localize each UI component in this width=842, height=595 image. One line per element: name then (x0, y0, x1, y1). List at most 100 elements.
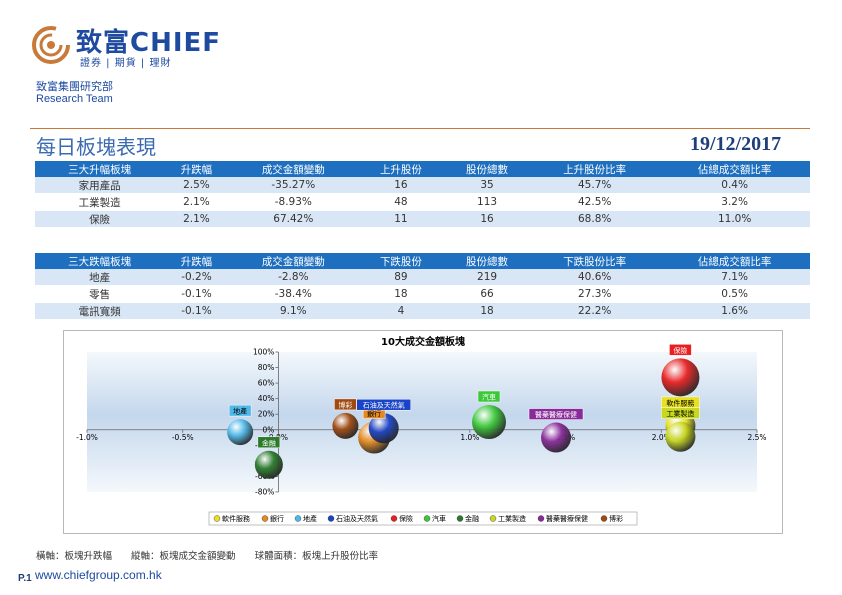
chart-title: 10大成交金額板塊 (381, 335, 465, 348)
table-cell: -0.1% (164, 285, 229, 303)
table-cell: 67.42% (228, 210, 358, 228)
table-cell: 16 (357, 177, 444, 194)
table-cell: -0.1% (164, 302, 229, 320)
table-row: 電訊寬頻 -0.1% 9.1% 4 18 22.2% 1.6% (35, 302, 810, 320)
legend-entry: 工業製造 (498, 514, 526, 523)
data-label-box (661, 407, 700, 419)
table-cell: 11 (357, 210, 444, 228)
table-cell: -8.93% (228, 193, 358, 211)
bubble-point (332, 412, 359, 439)
table-cell: 2.1% (164, 193, 229, 211)
legend-marker (489, 515, 497, 522)
bubble-point (541, 422, 571, 453)
data-label-box (257, 436, 281, 449)
y-tick-label: 0% (263, 425, 275, 434)
table-row: 零售 -0.1% -38.4% 18 66 27.3% 0.5% (35, 285, 810, 303)
column-header: 下跌股份 (357, 253, 444, 269)
table-cell: 0.4% (659, 177, 810, 194)
chief-logo-icon (32, 26, 70, 64)
legend-entry: 地產 (303, 514, 317, 523)
table-cell: 40.6% (530, 269, 660, 286)
table-row: 保險 2.1% 67.42% 11 16 68.8% 11.0% (35, 210, 810, 228)
footnote: 橫軸：板塊升跌幅 縱軸：板塊成交金額變動 球體面積：板塊上升股份比率 (36, 548, 394, 562)
table-cell: 1.6% (659, 302, 810, 320)
table-cell: 2.5% (164, 177, 229, 194)
table-cell: -2.8% (228, 269, 358, 286)
legend-entry: 汽車 (432, 514, 446, 523)
table-cell: 35 (444, 177, 531, 194)
table-cell: 18 (444, 302, 531, 320)
data-label: 銀行 (367, 409, 381, 418)
brand-name: 致富CHIEF (76, 28, 222, 58)
table-cell: 工業製造 (35, 193, 165, 211)
table-cell: 地產 (35, 269, 165, 286)
top-losers-table: 三大跌幅板塊 升跌幅 成交金額變動 下跌股份 股份總數 下跌股份比率 佔總成交額… (35, 253, 810, 320)
legend-marker (261, 515, 269, 522)
column-header: 升跌幅 (164, 161, 229, 177)
column-header: 下跌股份比率 (530, 253, 660, 269)
data-label: 保險 (673, 346, 687, 355)
table-cell: 保險 (35, 210, 165, 228)
bubble-point (368, 413, 399, 444)
data-label: 石油及天然氣 (363, 401, 405, 410)
bubble-point (661, 358, 700, 397)
table-cell: 27.3% (530, 285, 660, 303)
y-tick-label: 40% (258, 394, 275, 403)
footnote-bubble: 球體面積：板塊上升股份比率 (254, 551, 379, 562)
legend-marker (600, 515, 608, 522)
legend-marker (327, 515, 335, 522)
page-title: 每日板塊表現 (36, 135, 156, 159)
legend-entry: 軟件服務 (222, 514, 250, 523)
website-link[interactable]: www.chiefgroup.com.hk (35, 568, 162, 582)
column-header: 升跌幅 (164, 253, 229, 269)
column-header: 成交金額變動 (228, 161, 358, 177)
legend-box (208, 511, 638, 526)
column-header: 成交金額變動 (228, 253, 358, 269)
report-date: 19/12/2017 (690, 133, 782, 155)
table-cell: 42.5% (530, 193, 660, 211)
team-name: Research Team (36, 93, 113, 105)
table-cell: 7.1% (659, 269, 810, 286)
y-tick-label: 60% (258, 379, 275, 388)
data-label: 軟件服務 (666, 398, 694, 407)
table-cell: -0.2% (164, 269, 229, 286)
x-tick-label: 2.5% (747, 433, 766, 442)
table-row: 地產 -0.2% -2.8% 89 219 40.6% 7.1% (35, 269, 810, 286)
legend-marker (456, 515, 464, 522)
x-tick-label: 2.0% (652, 433, 671, 442)
bubble-chart: 10大成交金額板塊 -1.0%-0.5%0.0%0.5%1.0%1.5%2.0%… (76, 335, 767, 526)
bubble-point (227, 419, 254, 446)
column-header: 三大跌幅板塊 (35, 253, 165, 269)
y-tick-label: 20% (258, 410, 275, 419)
data-label-box (669, 344, 692, 356)
data-label-box (356, 398, 411, 411)
column-header: 上升股份比率 (530, 161, 660, 177)
column-header: 佔總成交額比率 (659, 161, 810, 177)
legend-entry: 石油及天然氣 (336, 514, 378, 523)
data-label: 工業製造 (666, 409, 694, 418)
legend-marker (537, 515, 545, 522)
table-cell: 電訊寬頻 (35, 302, 165, 320)
table-cell: 219 (444, 269, 531, 286)
table-cell: 家用產品 (35, 177, 165, 194)
table-cell: 113 (444, 193, 531, 211)
table-cell: 22.2% (530, 302, 660, 320)
header-divider (30, 128, 810, 129)
table-cell: 45.7% (530, 177, 660, 194)
legend-marker (294, 515, 302, 522)
table-cell: 89 (357, 269, 444, 286)
page-number: P.1 (18, 573, 32, 584)
table-cell: 68.8% (530, 210, 660, 228)
bubble-point (472, 405, 506, 439)
x-tick-label: 1.0% (460, 433, 479, 442)
column-header: 上升股份 (357, 161, 444, 177)
table-cell: 9.1% (228, 302, 358, 320)
footnote-y-axis: 縱軸：板塊成交金額變動 (131, 551, 236, 562)
y-tick-label: 100% (253, 348, 274, 357)
table-header-row: 三大跌幅板塊 升跌幅 成交金額變動 下跌股份 股份總數 下跌股份比率 佔總成交額… (35, 253, 810, 269)
footnote-x-axis: 橫軸：板塊升跌幅 (36, 551, 113, 562)
table-cell: -38.4% (228, 285, 358, 303)
bubble-point (665, 421, 696, 452)
legend-entry: 醫藥醫療保健 (546, 514, 588, 523)
column-header: 股份總數 (444, 161, 531, 177)
